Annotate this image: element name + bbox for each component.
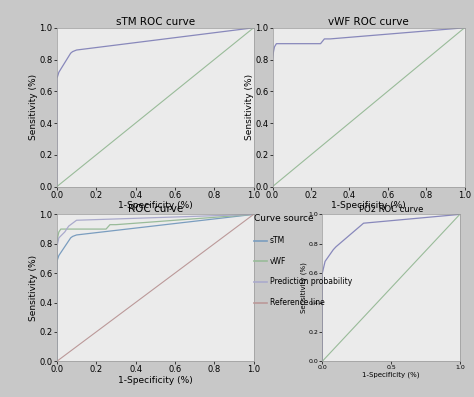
X-axis label: 1-Specificity (%): 1-Specificity (%)	[362, 372, 420, 378]
Text: Curve source: Curve source	[254, 214, 313, 224]
Y-axis label: Sensitivity (%): Sensitivity (%)	[245, 74, 254, 140]
X-axis label: 1-Specificity (%): 1-Specificity (%)	[118, 376, 192, 385]
Y-axis label: Sensitivity (%): Sensitivity (%)	[29, 74, 38, 140]
Text: Prediction probability: Prediction probability	[270, 278, 352, 287]
Title: PO2 ROC curve: PO2 ROC curve	[359, 204, 423, 214]
Title: ROC curve: ROC curve	[128, 204, 183, 214]
Y-axis label: Sensitivity (%): Sensitivity (%)	[29, 255, 38, 321]
Text: Reference line: Reference line	[270, 298, 324, 307]
Text: vWF: vWF	[270, 257, 286, 266]
X-axis label: 1-Specificity (%): 1-Specificity (%)	[331, 201, 406, 210]
Title: sTM ROC curve: sTM ROC curve	[116, 17, 195, 27]
Title: vWF ROC curve: vWF ROC curve	[328, 17, 409, 27]
Y-axis label: Sensitivity (%): Sensitivity (%)	[301, 262, 307, 313]
X-axis label: 1-Specificity (%): 1-Specificity (%)	[118, 201, 192, 210]
Text: sTM: sTM	[270, 236, 285, 245]
